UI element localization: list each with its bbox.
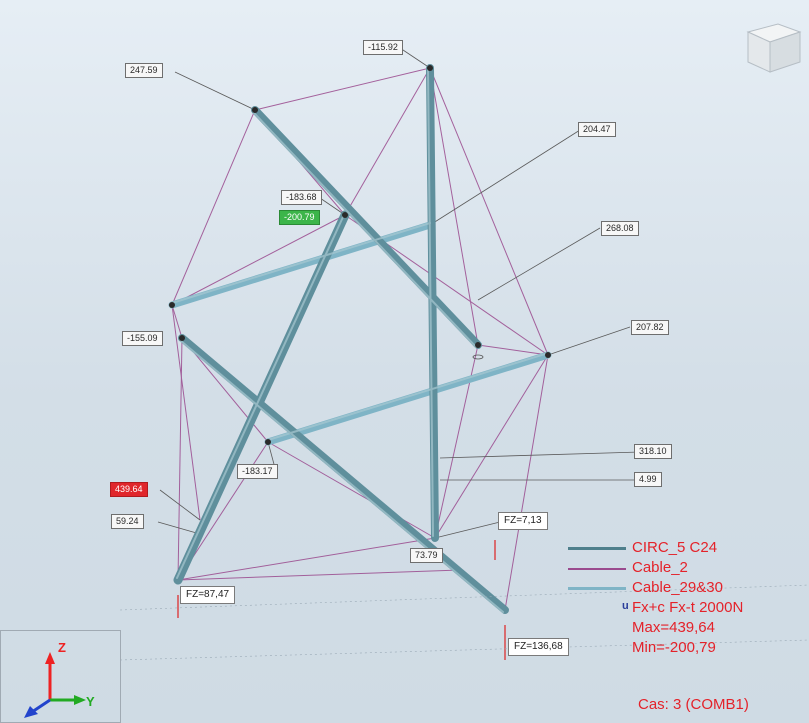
view-cube-icon[interactable] bbox=[742, 10, 804, 74]
legend-label: Fx+c Fx-t 2000N bbox=[632, 599, 744, 616]
force-label[interactable]: 268.08 bbox=[601, 221, 639, 236]
force-label[interactable]: -183.68 bbox=[281, 190, 322, 205]
cable-rod bbox=[168, 221, 434, 309]
cable bbox=[171, 109, 256, 306]
force-label[interactable]: 4.99 bbox=[634, 472, 662, 487]
reaction-label[interactable]: FZ=87,47 bbox=[180, 586, 236, 604]
force-label[interactable]: 318.10 bbox=[634, 444, 672, 459]
legend: CIRC_5 C24 Cable_2 Cable_29&30 u Fx+c Fx… bbox=[568, 538, 804, 658]
legend-label: Cable_29&30 bbox=[632, 579, 723, 596]
legend-swatch bbox=[568, 547, 626, 550]
cable bbox=[504, 354, 549, 611]
cable bbox=[254, 67, 431, 111]
reaction-label[interactable]: FZ=136,68 bbox=[508, 638, 569, 656]
legend-item: CIRC_5 C24 bbox=[568, 538, 804, 558]
strut bbox=[178, 334, 509, 614]
reaction-label[interactable]: FZ=7,13 bbox=[498, 512, 548, 530]
cable bbox=[429, 67, 549, 356]
force-label[interactable]: 73.79 bbox=[410, 548, 443, 563]
axis-triad: Z Y bbox=[0, 630, 121, 723]
strut bbox=[426, 64, 439, 542]
legend-min: Min=-200,79 bbox=[568, 638, 804, 658]
legend-min-label: Min=-200,79 bbox=[632, 639, 716, 656]
z-axis-label: Z bbox=[58, 640, 66, 655]
legend-item: Cable_2 bbox=[568, 558, 804, 578]
max-force-badge[interactable]: 439.64 bbox=[110, 482, 148, 497]
cable bbox=[171, 304, 183, 339]
cable-rod bbox=[264, 351, 552, 446]
force-label[interactable]: 247.59 bbox=[125, 63, 163, 78]
force-unit-icon: u bbox=[622, 600, 629, 612]
force-label[interactable]: 59.24 bbox=[111, 514, 144, 529]
cable bbox=[477, 344, 549, 356]
force-label[interactable]: -155.09 bbox=[122, 331, 163, 346]
cable bbox=[177, 569, 461, 581]
legend-label: Cable_2 bbox=[632, 559, 688, 576]
legend-item: Cable_29&30 bbox=[568, 578, 804, 598]
legend-label: CIRC_5 C24 bbox=[632, 539, 718, 556]
load-case-label: Cas: 3 (COMB1) bbox=[638, 696, 749, 713]
force-label[interactable]: 204.47 bbox=[578, 122, 616, 137]
strut bbox=[173, 210, 350, 585]
cable bbox=[177, 537, 436, 581]
cable bbox=[434, 344, 479, 539]
legend-swatch bbox=[568, 587, 626, 590]
cable bbox=[344, 67, 431, 216]
cable bbox=[429, 67, 479, 346]
force-label[interactable]: -183.17 bbox=[237, 464, 278, 479]
cable bbox=[434, 354, 549, 539]
force-label[interactable]: 207.82 bbox=[631, 320, 669, 335]
cable bbox=[171, 214, 346, 306]
strut bbox=[251, 106, 482, 349]
y-axis-label: Y bbox=[86, 694, 95, 709]
legend-swatch bbox=[568, 568, 626, 570]
min-force-badge[interactable]: -200.79 bbox=[279, 210, 320, 225]
legend-max-label: Max=439,64 bbox=[632, 619, 715, 636]
legend-item: u Fx+c Fx-t 2000N bbox=[568, 598, 804, 618]
cable bbox=[267, 441, 436, 539]
legend-max: Max=439,64 bbox=[568, 618, 804, 638]
force-label[interactable]: -115.92 bbox=[363, 40, 403, 55]
cable bbox=[171, 304, 201, 521]
